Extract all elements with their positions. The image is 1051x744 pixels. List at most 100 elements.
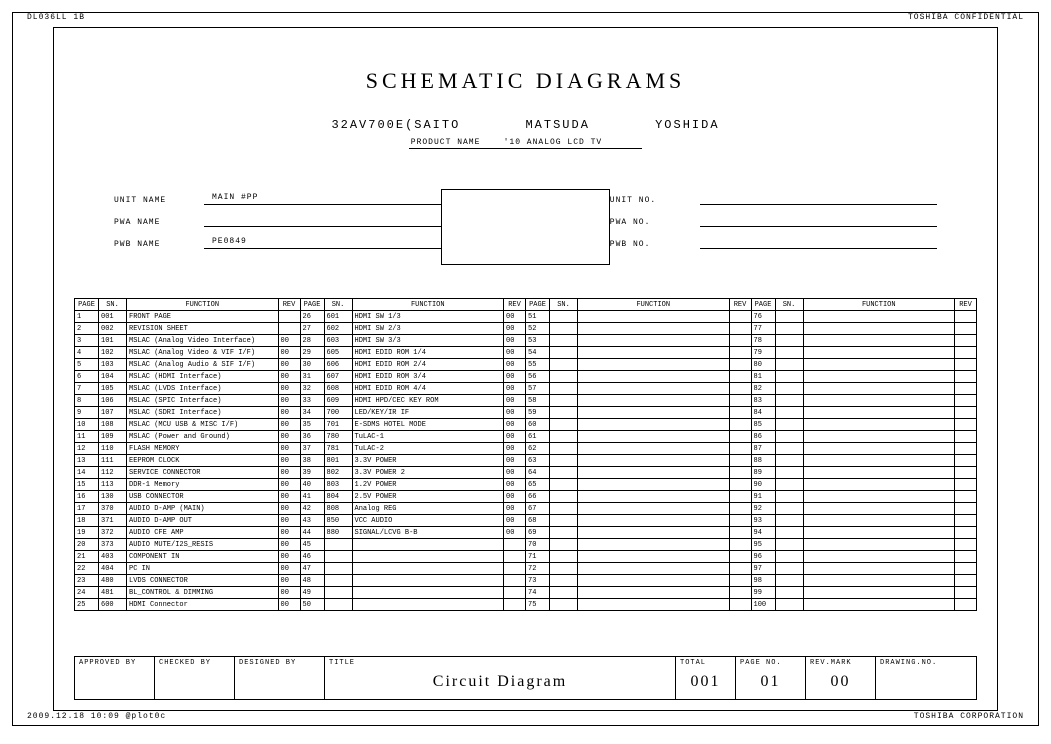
cell-rev (955, 575, 977, 587)
cell-page: 55 (526, 359, 550, 371)
cell-sn (324, 563, 352, 575)
cell-page: 8 (75, 395, 99, 407)
cell-function (352, 539, 504, 551)
cell-page: 25 (75, 599, 99, 611)
table-row: 15113DDR-1 Memory00408031.2V POWER006590 (75, 479, 977, 491)
cell-rev (955, 395, 977, 407)
cell-rev (955, 443, 977, 455)
cell-function: MSLAC (HDMI Interface) (127, 371, 279, 383)
cell-sn: 608 (324, 383, 352, 395)
cell-sn (775, 359, 803, 371)
cell-sn (550, 455, 578, 467)
field-value (700, 193, 937, 205)
cell-rev (729, 575, 751, 587)
cell-function: HDMI SW 1/3 (352, 311, 504, 323)
cell-page: 96 (751, 551, 775, 563)
cell-sn: 808 (324, 503, 352, 515)
field-value (204, 215, 441, 227)
rev-mark-cell: REV.MARK 00 (806, 657, 876, 699)
field-value: MAIN #PP (204, 193, 441, 205)
cell-page: 81 (751, 371, 775, 383)
table-row: 14112SERVICE CONNECTOR00398023.3V POWER … (75, 467, 977, 479)
cell-page: 7 (75, 383, 99, 395)
table-row: 11109MSLAC (Power and Ground)0036780TuLA… (75, 431, 977, 443)
cell-sn (550, 539, 578, 551)
cell-rev (729, 551, 751, 563)
cell-rev (729, 539, 751, 551)
page-no-value: 01 (740, 667, 801, 697)
cell-sn: 105 (99, 383, 127, 395)
cell-page: 13 (75, 455, 99, 467)
cell-function (578, 515, 730, 527)
cell-sn (550, 515, 578, 527)
cell-rev: 00 (504, 383, 526, 395)
cell-sn (775, 575, 803, 587)
field-row: PWB NO. (610, 237, 937, 249)
cell-sn: 370 (99, 503, 127, 515)
cell-function (803, 431, 955, 443)
cell-function: MSLAC (SDRI Interface) (127, 407, 279, 419)
cell-sn (550, 587, 578, 599)
cell-rev: 00 (504, 503, 526, 515)
cell-function (803, 383, 955, 395)
table-row: 23480LVDS CONNECTOR00487398 (75, 575, 977, 587)
cell-sn (775, 467, 803, 479)
cell-sn: 102 (99, 347, 127, 359)
cell-sn: 609 (324, 395, 352, 407)
product-label: PRODUCT NAME (411, 138, 481, 147)
cell-sn (550, 599, 578, 611)
table-row: 16130USB CONNECTOR00418042.5V POWER00669… (75, 491, 977, 503)
cell-rev: 00 (278, 431, 300, 443)
cell-rev (729, 599, 751, 611)
cell-rev (729, 503, 751, 515)
cell-page: 88 (751, 455, 775, 467)
table-header-sn: SN. (775, 299, 803, 311)
cell-function (578, 443, 730, 455)
cell-sn (775, 419, 803, 431)
page-index-table: PAGESN.FUNCTIONREVPAGESN.FUNCTIONREVPAGE… (74, 298, 977, 611)
cell-page: 71 (526, 551, 550, 563)
cell-page: 26 (300, 311, 324, 323)
cell-page: 70 (526, 539, 550, 551)
cell-rev (278, 311, 300, 323)
cell-page: 31 (300, 371, 324, 383)
cell-rev (729, 359, 751, 371)
cell-sn: 373 (99, 539, 127, 551)
cell-function: FRONT PAGE (127, 311, 279, 323)
footer-title-value: Circuit Diagram (329, 667, 671, 697)
corner-top-right: TOSHIBA CONFIDENTIAL (908, 13, 1024, 22)
cell-function: 3.3V POWER (352, 455, 504, 467)
cell-sn (324, 551, 352, 563)
cell-function: REVISION SHEET (127, 323, 279, 335)
cell-page: 78 (751, 335, 775, 347)
cell-rev: 00 (504, 347, 526, 359)
cell-page: 61 (526, 431, 550, 443)
cell-function (803, 359, 955, 371)
table-header-sn: SN. (550, 299, 578, 311)
cell-sn (775, 563, 803, 575)
cell-page: 79 (751, 347, 775, 359)
cell-rev: 00 (504, 455, 526, 467)
cell-sn: 701 (324, 419, 352, 431)
field-label: PWA NO. (610, 218, 700, 227)
field-label: PWA NAME (114, 218, 204, 227)
cell-sn (550, 347, 578, 359)
cell-page: 75 (526, 599, 550, 611)
cell-sn: 404 (99, 563, 127, 575)
cell-sn (775, 431, 803, 443)
page-no-cell: PAGE NO. 01 (736, 657, 806, 699)
cell-function (578, 491, 730, 503)
cell-sn (550, 311, 578, 323)
cell-sn (550, 383, 578, 395)
designed-by-cell: DESIGNED BY (235, 657, 325, 699)
cell-page: 15 (75, 479, 99, 491)
cell-page: 35 (300, 419, 324, 431)
table-header-function: FUNCTION (352, 299, 504, 311)
cell-function (803, 551, 955, 563)
cell-rev (955, 491, 977, 503)
cell-sn (550, 575, 578, 587)
cell-page: 19 (75, 527, 99, 539)
cell-function: AUDIO CFE AMP (127, 527, 279, 539)
cell-sn (775, 515, 803, 527)
cell-page: 32 (300, 383, 324, 395)
